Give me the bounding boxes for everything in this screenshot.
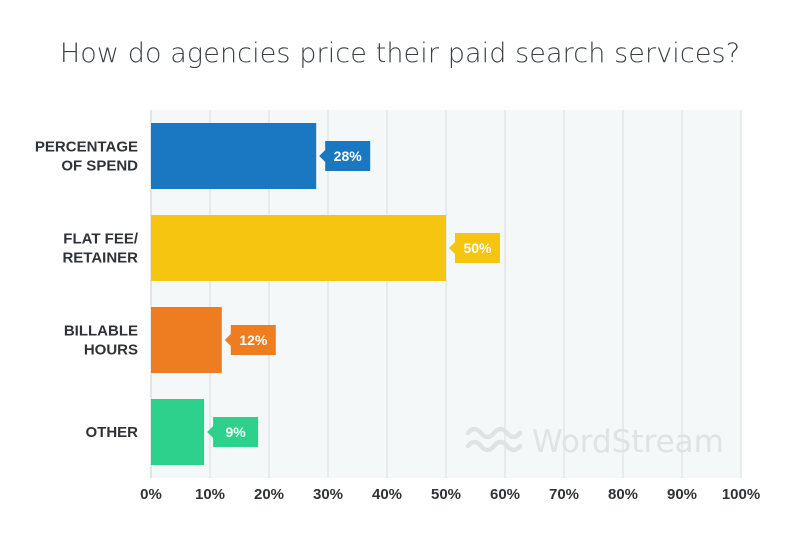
category-label-line: HOURS — [84, 342, 138, 359]
x-tick-label: 50% — [431, 486, 461, 503]
category-label-line: FLAT FEE/ — [63, 231, 139, 248]
category-label-line: PERCENTAGE — [35, 139, 138, 156]
data-label: 12% — [239, 332, 268, 348]
bar — [151, 399, 205, 465]
x-tick-label: 80% — [608, 486, 638, 503]
category-label-line: OF SPEND — [61, 158, 138, 175]
x-tick-label: 40% — [372, 486, 402, 503]
wave-stroke — [465, 426, 523, 440]
bar — [151, 215, 446, 281]
bar — [151, 123, 317, 189]
category-label: PERCENTAGE OF SPEND — [35, 139, 138, 175]
data-label-callout — [319, 141, 371, 171]
x-tick-label: 0% — [140, 486, 162, 503]
category-label-line: OTHER — [86, 424, 139, 441]
x-tick-label: 30% — [313, 486, 343, 503]
category-label: FLAT FEE/RETAINER — [62, 231, 138, 267]
data-label: 28% — [334, 148, 363, 164]
watermark-text: WordStream — [532, 424, 724, 460]
chart-title: How do agencies price their paid search … — [59, 38, 741, 69]
x-tick-label: 100% — [722, 486, 760, 503]
category-label: BILLABLE HOURS — [64, 323, 138, 359]
category-label-line: BILLABLE — [64, 323, 138, 340]
x-tick-label: 10% — [195, 486, 225, 503]
wordstream-waves-icon — [465, 426, 523, 453]
category-label-line: RETAINER — [62, 250, 138, 267]
data-label: 50% — [463, 240, 492, 256]
bar — [151, 307, 222, 373]
data-label: 9% — [225, 424, 246, 440]
x-tick-label: 20% — [254, 486, 284, 503]
watermark: WordStream — [465, 424, 724, 460]
wave-stroke — [465, 439, 523, 453]
x-tick-label: 60% — [490, 486, 520, 503]
data-label-callout — [449, 233, 500, 263]
x-tick-label: 70% — [549, 486, 579, 503]
data-label-callout — [207, 417, 259, 447]
x-tick-label: 90% — [667, 486, 697, 503]
category-label: OTHER — [86, 424, 139, 441]
data-label-callout — [224, 325, 276, 355]
